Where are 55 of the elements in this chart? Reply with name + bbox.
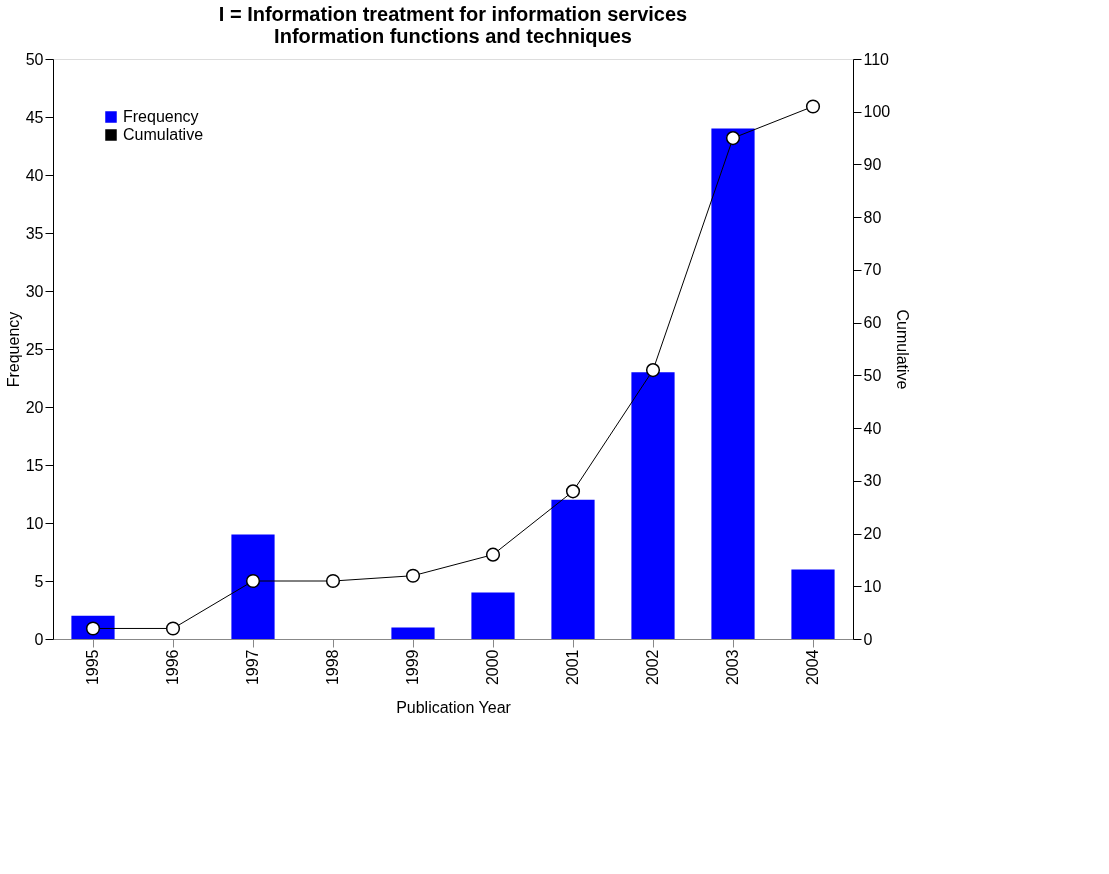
point	[645, 363, 661, 378]
y-tick-label: 10	[25, 514, 44, 532]
y-tick-label: 0	[34, 630, 44, 648]
bar	[551, 499, 595, 639]
y2-tick-label: 60	[863, 314, 882, 332]
y-tick-label: 50	[25, 50, 44, 68]
bar	[391, 627, 435, 639]
x-tick-label: 2003	[724, 649, 741, 686]
bar	[791, 569, 835, 639]
chart-title: I = Information treatment for information services Information functions and techniques	[218, 3, 688, 47]
y2-tick-label: 80	[863, 208, 882, 226]
y2-tick-label: 20	[863, 525, 882, 543]
y2-tick-label: 70	[863, 261, 882, 279]
y2-tick-label: 90	[863, 155, 882, 173]
point	[245, 573, 261, 589]
point	[165, 621, 181, 636]
point	[485, 547, 501, 562]
legend-label: Cumulative	[123, 126, 204, 143]
y2-tick-label: 0	[863, 630, 873, 648]
x-tick-label: 1996	[164, 649, 181, 686]
bar	[631, 372, 675, 639]
x-tick-label: 1998	[324, 649, 341, 686]
x-tick-label: 1999	[404, 649, 421, 686]
y2-tick-label: 30	[863, 472, 882, 490]
y2-tick-label: 100	[863, 103, 891, 121]
y-axis-title: Frequency	[4, 311, 22, 388]
y-tick-label: 15	[25, 456, 44, 474]
y-tick-label: 35	[25, 224, 44, 242]
y2-axis-title: Cumulative	[894, 309, 912, 390]
x-tick-label: 1997	[244, 649, 261, 686]
y-tick-label: 25	[25, 340, 44, 358]
y2-tick-label: 10	[863, 577, 882, 595]
x-axis-title: Publication Year	[396, 699, 512, 717]
x-tick-label: 2002	[644, 649, 661, 686]
y-tick-label: 30	[25, 282, 44, 300]
y2-tick-label: 50	[863, 366, 882, 384]
y-tick-label: 5	[34, 572, 44, 590]
y-tick-label: 40	[25, 166, 44, 184]
y-tick-label: 20	[25, 398, 44, 416]
x-tick-label: 2004	[804, 649, 821, 686]
y2-tick-label: 40	[863, 419, 882, 437]
point	[805, 99, 821, 114]
point	[725, 131, 741, 146]
bar	[231, 534, 275, 639]
point	[325, 573, 341, 589]
point	[405, 568, 421, 583]
bar	[471, 592, 515, 639]
point	[565, 484, 581, 499]
legend-label: Frequency	[123, 108, 199, 125]
y2-tick-label: 110	[863, 50, 890, 68]
y-tick-label: 45	[25, 108, 44, 126]
x-tick-label: 1995	[84, 649, 101, 686]
x-tick-label: 2001	[564, 649, 581, 686]
bar	[711, 128, 755, 639]
x-tick-label: 2000	[484, 649, 501, 686]
